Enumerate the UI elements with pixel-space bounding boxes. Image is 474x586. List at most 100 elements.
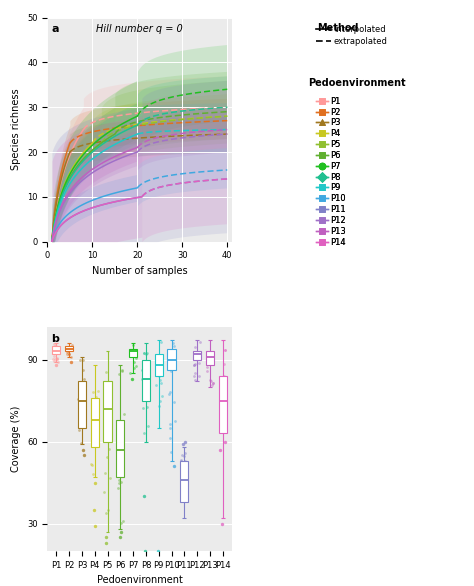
Point [191, 359, 199, 369]
Point [128, 348, 136, 357]
Point [118, 443, 126, 452]
Bar [180, 461, 189, 502]
Y-axis label: Coverage (%): Coverage (%) [11, 406, 21, 472]
Point [114, 471, 122, 481]
Point [77, 438, 85, 448]
Point [49, 354, 57, 363]
Point [191, 360, 198, 370]
Point [221, 437, 229, 446]
Point [208, 348, 216, 357]
Point [167, 350, 174, 359]
Point [166, 424, 174, 433]
Point [132, 347, 139, 357]
Point [114, 442, 121, 451]
Point [91, 522, 99, 531]
Point [53, 353, 61, 363]
Point [103, 452, 110, 461]
Point [115, 370, 122, 379]
Point [67, 352, 75, 362]
Bar [78, 381, 86, 428]
Point [158, 379, 165, 388]
Point [195, 371, 202, 380]
Point [68, 341, 75, 350]
Point [181, 489, 188, 499]
Point [220, 359, 228, 369]
Point [155, 358, 162, 367]
Point [118, 518, 125, 527]
Point [182, 487, 190, 496]
Point [153, 367, 161, 377]
Point [143, 374, 151, 383]
Point [140, 349, 148, 358]
Point [128, 374, 136, 383]
Point [155, 372, 163, 381]
Point [209, 378, 217, 387]
Point [170, 398, 178, 407]
Point [177, 456, 185, 465]
Point [177, 456, 185, 466]
Bar [116, 420, 125, 477]
Text: Method: Method [318, 23, 359, 33]
Point [139, 366, 146, 375]
Point [165, 390, 173, 399]
Point [51, 355, 59, 364]
Point [66, 343, 73, 352]
Point [139, 374, 146, 384]
Point [102, 508, 110, 517]
Point [90, 505, 98, 515]
Point [62, 344, 70, 353]
Point [88, 460, 96, 469]
Point [54, 355, 61, 364]
Point [119, 469, 127, 478]
Point [127, 368, 134, 377]
Bar [91, 398, 99, 447]
Point [171, 416, 179, 425]
Point [50, 356, 57, 366]
Point [216, 404, 224, 413]
Point [115, 465, 122, 474]
Point [104, 505, 111, 515]
Point [193, 348, 201, 357]
Point [191, 360, 198, 369]
Bar [206, 352, 214, 365]
Point [101, 469, 109, 478]
Point [79, 355, 87, 364]
Point [154, 360, 162, 370]
Point [80, 374, 88, 384]
Y-axis label: Species richness: Species richness [11, 89, 21, 171]
Point [206, 375, 214, 384]
Point [139, 404, 147, 413]
Point [90, 387, 97, 397]
Point [65, 349, 73, 359]
Point [130, 363, 138, 373]
X-axis label: Pedoenvironment: Pedoenvironment [97, 575, 182, 585]
Point [92, 393, 100, 402]
Point [210, 358, 217, 367]
Point [117, 440, 124, 449]
Point [141, 546, 148, 556]
Point [118, 366, 126, 376]
Point [102, 368, 110, 377]
Point [221, 400, 229, 410]
Point [204, 352, 211, 361]
Point [53, 342, 60, 351]
Point [178, 450, 185, 459]
Point [89, 417, 97, 427]
Point [116, 475, 123, 485]
Point [63, 347, 71, 356]
Point [76, 356, 83, 365]
Point [156, 396, 164, 406]
Point [193, 347, 201, 357]
Point [127, 351, 134, 360]
Point [78, 414, 85, 423]
Point [154, 546, 162, 556]
Point [143, 403, 151, 412]
Bar [155, 354, 163, 376]
Point [129, 340, 137, 350]
Bar [52, 346, 61, 354]
Point [68, 357, 75, 367]
Text: Pedoenvironment: Pedoenvironment [308, 78, 406, 88]
Point [179, 440, 186, 449]
Point [77, 390, 84, 399]
Point [118, 527, 125, 536]
